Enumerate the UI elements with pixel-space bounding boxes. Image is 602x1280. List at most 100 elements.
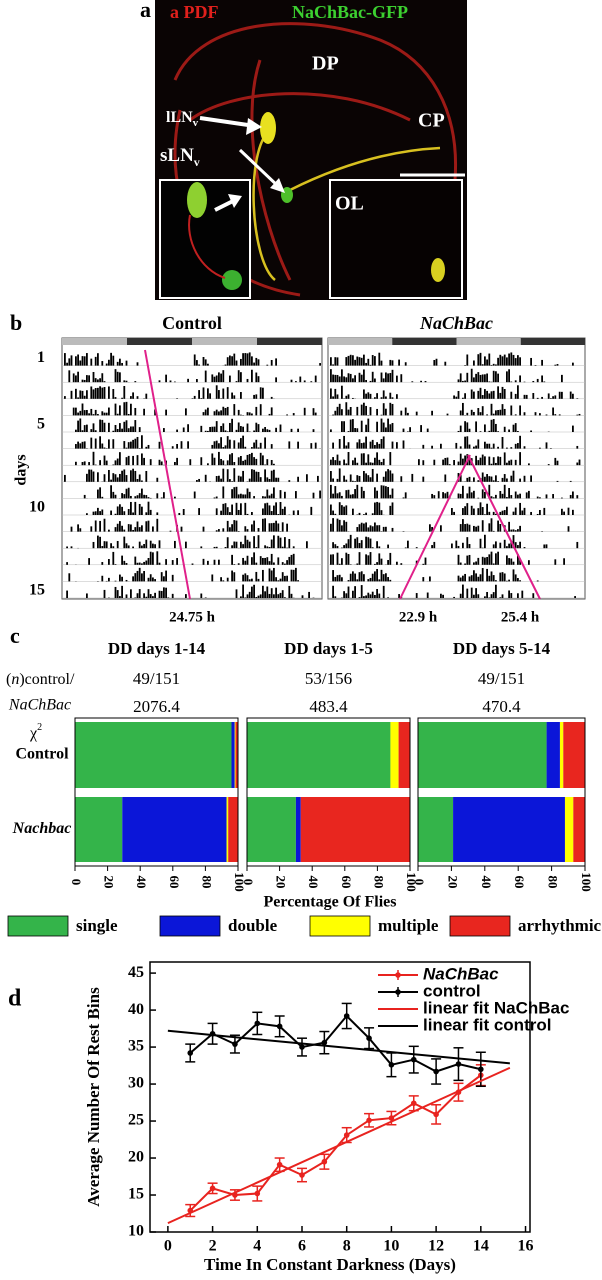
activity [86, 409, 88, 416]
activity [499, 491, 502, 499]
x-tick-label: 80 [199, 876, 214, 889]
activity [501, 493, 504, 499]
activity [448, 464, 451, 466]
activity [108, 422, 110, 432]
activity [567, 526, 570, 532]
activity [244, 459, 247, 466]
activity [530, 430, 532, 432]
activity [356, 579, 359, 582]
activity [347, 489, 350, 499]
activity [224, 408, 227, 416]
activity [171, 446, 174, 449]
activity [286, 560, 288, 565]
activity [237, 370, 240, 383]
activity [213, 411, 216, 416]
activity [101, 361, 104, 366]
activity [477, 480, 480, 482]
activity [114, 474, 117, 482]
activity [262, 585, 264, 598]
activity [536, 580, 539, 582]
activity [479, 457, 482, 466]
activity [220, 458, 222, 466]
activity [479, 538, 482, 549]
activity [378, 352, 381, 366]
activity [484, 374, 486, 383]
activity [72, 407, 75, 416]
activity [200, 546, 203, 549]
activity [510, 405, 513, 416]
activity [365, 405, 367, 416]
activity [154, 409, 156, 416]
bar-segment [418, 797, 454, 862]
activity [284, 597, 286, 598]
activity [380, 485, 383, 499]
activity [501, 510, 504, 515]
activity [114, 397, 117, 399]
activity [125, 579, 128, 582]
activity [64, 396, 66, 399]
activity [121, 397, 123, 399]
activity [468, 554, 471, 565]
activity [246, 412, 249, 416]
activity [378, 579, 381, 582]
panel-label: a [140, 0, 151, 22]
activity [136, 396, 139, 399]
activity [231, 570, 233, 582]
activity [435, 358, 438, 366]
activity [255, 439, 258, 449]
activity [308, 591, 310, 598]
activity [490, 419, 493, 432]
x-tick-label: 10 [383, 1238, 399, 1255]
activity [83, 410, 86, 416]
activity [492, 544, 495, 549]
activity [290, 554, 293, 565]
activity [462, 380, 464, 383]
activity [365, 379, 367, 383]
activity [242, 353, 244, 366]
activity [380, 462, 383, 466]
activity [486, 568, 488, 582]
activity [138, 567, 141, 582]
x-tick-label: 60 [167, 876, 182, 889]
y-tick-label: 20 [128, 1149, 144, 1166]
activity [495, 475, 497, 482]
activity [374, 563, 376, 565]
activity [81, 356, 84, 366]
activity [523, 547, 526, 549]
activity [466, 422, 469, 432]
activity [171, 560, 174, 565]
activity [352, 419, 354, 432]
activity [220, 410, 222, 416]
activity [66, 562, 68, 565]
activity [473, 508, 475, 515]
activity [468, 428, 471, 432]
activity [539, 413, 541, 416]
legend-swatch [7, 915, 69, 937]
activity [275, 520, 277, 532]
data-point [410, 1056, 417, 1063]
activity [539, 509, 541, 515]
activity [488, 554, 491, 565]
activity [369, 364, 372, 366]
activity [253, 536, 255, 549]
activity [345, 377, 348, 383]
activity [251, 369, 253, 383]
activity [332, 585, 334, 598]
activity [503, 484, 506, 499]
y-tick-label: 35 [128, 1038, 144, 1055]
activity [352, 590, 354, 598]
activity [147, 577, 150, 582]
activity [356, 527, 359, 532]
activity [374, 445, 376, 449]
activity [349, 573, 352, 582]
activity [473, 391, 475, 399]
activity [237, 442, 240, 449]
activity [499, 523, 502, 532]
activity [101, 496, 104, 499]
activity [253, 520, 255, 532]
bar-segment [226, 797, 229, 862]
activity [554, 457, 557, 466]
activity [303, 380, 306, 383]
activity [222, 503, 225, 515]
activity [132, 455, 134, 466]
